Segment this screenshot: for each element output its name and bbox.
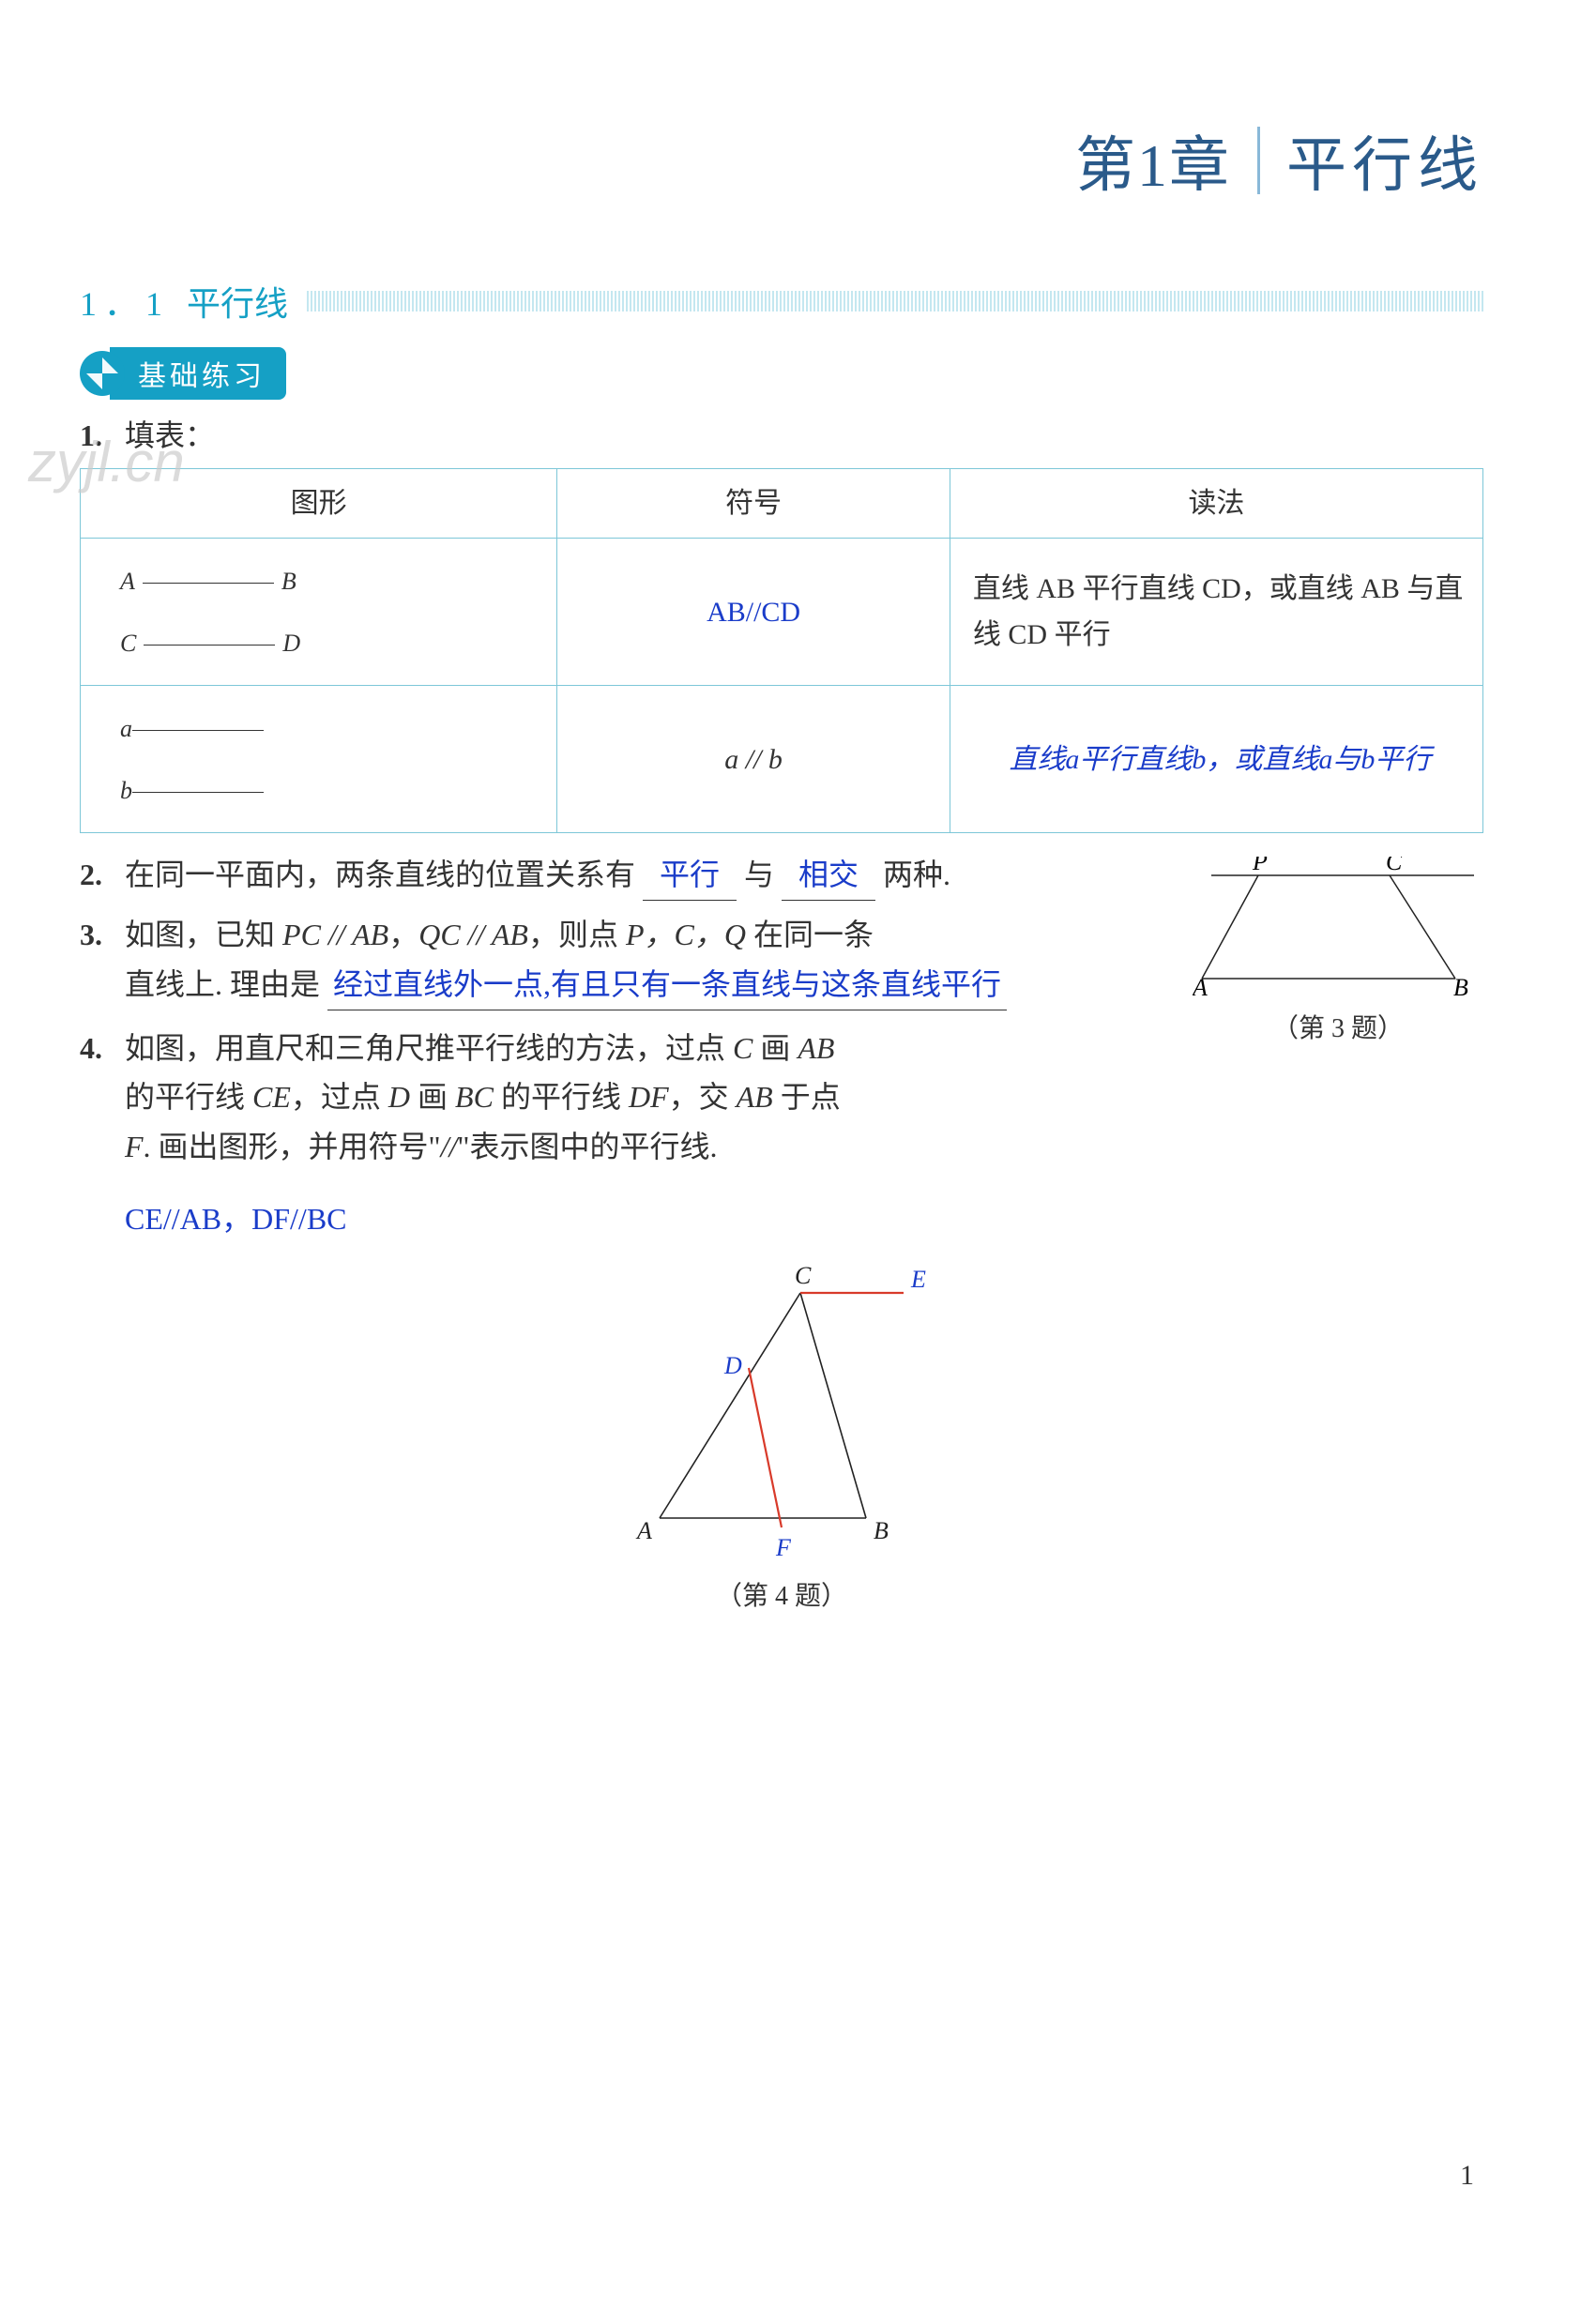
segment-b — [132, 792, 264, 793]
fig3-P: P — [1252, 857, 1268, 875]
segment-CD — [144, 645, 275, 646]
q1-number: 1. — [80, 411, 125, 461]
cell-reading1: 直线 AB 平行直线 CD，或直线 AB 与直线 CD 平行 — [950, 539, 1482, 686]
q4-t5: 画 — [410, 1080, 455, 1114]
label-B: B — [281, 568, 296, 595]
cell-symbol1: AB//CD — [557, 539, 950, 686]
chapter-name: 平行线 — [1286, 117, 1483, 204]
svg-text:D: D — [723, 1352, 742, 1379]
badge-icon — [80, 351, 125, 396]
q3-qc: QC // AB — [418, 918, 528, 951]
q3-t2: ，则点 — [528, 918, 626, 951]
cell-fig1: A B C D — [81, 539, 557, 686]
q4-svg: A B C D E F — [603, 1255, 960, 1565]
q4-t10: "表示图中的平行线. — [457, 1130, 717, 1163]
badge-label: 基础练习 — [110, 347, 286, 400]
q4-par: // — [441, 1130, 458, 1163]
svg-text:F: F — [775, 1534, 792, 1561]
table-row: A B C D AB//CD 直线 AB 平行直线 CD，或直线 AB 与直线 CD… — [81, 539, 1483, 686]
q3-pts: P，C，Q — [626, 918, 746, 951]
q4-t6: 的平行线 — [494, 1080, 629, 1114]
section-header: 1．1 平行线 — [80, 281, 1483, 321]
th-figure: 图形 — [81, 468, 557, 539]
q4-t4: ，过点 — [291, 1080, 388, 1114]
table-header-row: 图形 符号 读法 — [81, 468, 1483, 539]
q4-answer: CE//AB，DF//BC — [80, 1194, 1483, 1244]
label-C: C — [120, 630, 136, 657]
svg-text:C: C — [795, 1262, 812, 1289]
q4-number: 4. — [80, 1024, 125, 1073]
q3-pc: PC // AB — [282, 918, 388, 951]
q4-BC: BC — [455, 1080, 494, 1114]
label-A: A — [120, 568, 135, 595]
th-symbol: 符号 — [557, 468, 950, 539]
svg-text:A: A — [635, 1517, 652, 1544]
q4-DF: DF — [629, 1080, 669, 1114]
content-area: 1.填表： 图形 符号 读法 AB CD AB//CD 直线 AB 平行直线 C… — [80, 411, 1483, 1613]
section-title: 平行线 — [187, 277, 288, 326]
table-row: a b a // b 直线a平行直线b，或直线a与b平行 — [81, 686, 1483, 833]
q2-blank2: 相交 — [782, 850, 875, 901]
q2-blank1: 平行 — [643, 850, 737, 901]
q4-AB2: AB — [737, 1080, 773, 1114]
q4-t7: ，交 — [669, 1080, 737, 1114]
segment-a — [132, 730, 264, 731]
label-D: D — [282, 630, 300, 657]
cell-symbol2: a // b — [557, 686, 950, 833]
page-number: 1 — [1460, 2160, 1474, 2192]
reading1-text: 直线 AB 平行直线 CD，或直线 AB 与直线 CD 平行 — [973, 573, 1464, 651]
section-number: 1．1 — [80, 277, 170, 326]
svg-text:E: E — [910, 1266, 926, 1293]
q4-caption: （第 4 题） — [80, 1575, 1483, 1613]
q4-C: C — [733, 1031, 752, 1065]
fig3-C: C — [1386, 857, 1403, 875]
chapter-number: 第1章 — [1075, 117, 1231, 204]
q3-caption: （第 3 题） — [1193, 1008, 1483, 1045]
cell-fig2: a b — [81, 686, 557, 833]
q3-reason-blank: 经过直线外一点,有且只有一条直线与这条直线平行 — [327, 960, 1007, 1010]
question-4: 4.如图，用直尺和三角尺推平行线的方法，过点 C 画 AB 的平行线 CE，过点… — [80, 1024, 1483, 1172]
q2-mid: 与 — [744, 858, 774, 891]
section-rule — [307, 291, 1483, 311]
q4-AB: AB — [798, 1031, 834, 1065]
chapter-divider — [1257, 127, 1260, 194]
q4-figure: A B C D E F （第 4 题） — [80, 1255, 1483, 1613]
q4-t9: . 画出图形，并用符号" — [144, 1130, 441, 1163]
basics-badge: 基础练习 — [80, 347, 286, 400]
q3-number: 3. — [80, 910, 125, 960]
q4-t3: 的平行线 — [125, 1080, 252, 1114]
segment-AB — [143, 583, 274, 584]
q4-F: F — [125, 1130, 144, 1163]
label-a: a — [120, 715, 132, 742]
q4-D: D — [388, 1080, 410, 1114]
q2-pre: 在同一平面内，两条直线的位置关系有 — [125, 858, 635, 891]
q3-t3: 在同一条 — [746, 918, 874, 951]
q2-number: 2. — [80, 850, 125, 900]
q3-svg: P C A B — [1193, 857, 1474, 997]
chapter-title: 第1章 平行线 — [1075, 117, 1483, 204]
q3-c1: ， — [388, 918, 418, 951]
q3-t4: 直线上. 理由是 — [125, 967, 320, 1001]
q4-CE: CE — [252, 1080, 291, 1114]
cell-reading2: 直线a平行直线b，或直线a与b平行 — [950, 686, 1482, 833]
q4-t1: 如图，用直尺和三角尺推平行线的方法，过点 — [125, 1031, 733, 1065]
q4-t2: 画 — [752, 1031, 798, 1065]
q2-post: 两种. — [883, 858, 950, 891]
fig3-B: B — [1453, 974, 1468, 997]
parallel-table: 图形 符号 读法 A B C D AB//CD 直线 AB 平行直线 CD，或直线 … — [80, 468, 1483, 834]
label-b: b — [120, 777, 132, 804]
q4-t8: 于点 — [773, 1080, 841, 1114]
fig3-A: A — [1193, 974, 1208, 997]
th-reading: 读法 — [950, 468, 1482, 539]
question-1: 1.填表： 图形 符号 读法 A B C D AB//CD 直线 AB 平行直线 C… — [80, 411, 1483, 833]
svg-text:B: B — [874, 1517, 889, 1544]
q3-figure: P C A B （第 3 题） — [1193, 857, 1483, 1045]
q1-text: 填表： — [125, 418, 215, 452]
q3-t1: 如图，已知 — [125, 918, 282, 951]
